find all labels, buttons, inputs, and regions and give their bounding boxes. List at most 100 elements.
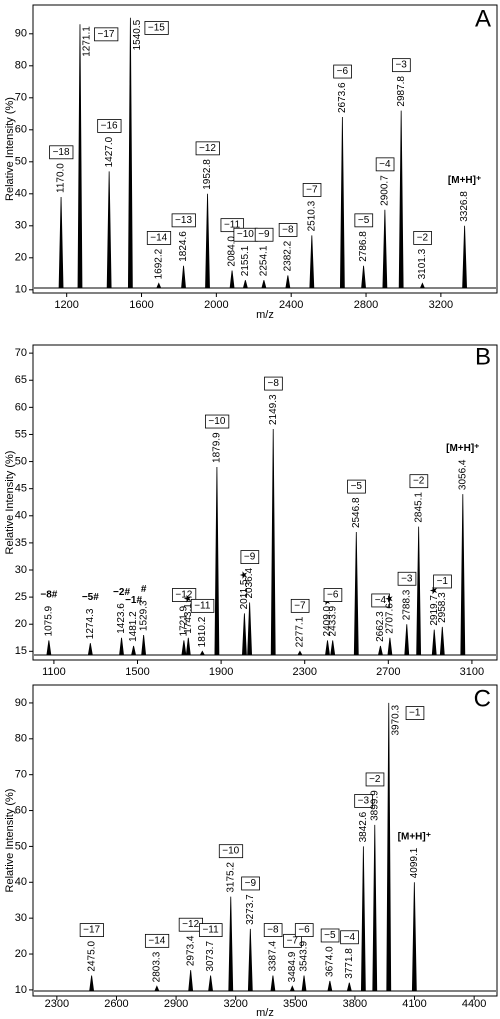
peak-mz-label: 2155.1 xyxy=(240,245,251,276)
y-tick-label: 55 xyxy=(15,428,27,440)
x-tick-label: 3200 xyxy=(223,998,247,1010)
peak-mz-label: 2475.0 xyxy=(86,941,97,972)
peak xyxy=(156,282,162,289)
ion-box xyxy=(294,923,314,938)
ion-box xyxy=(433,574,452,589)
x-tick-label: 1900 xyxy=(209,666,233,678)
peak xyxy=(404,624,410,656)
ion-label: −17 xyxy=(97,29,114,40)
ion-box xyxy=(199,923,223,938)
ion-label: # xyxy=(141,584,147,595)
peak-mz-label: 2277.1 xyxy=(295,616,306,647)
peak xyxy=(462,225,468,289)
panel-label: A xyxy=(475,5,491,32)
y-tick-label: 20 xyxy=(15,948,27,960)
peak-mz-label: 2673.6 xyxy=(337,82,348,113)
peak-mz-label: 1952.8 xyxy=(202,159,213,190)
x-tick-label: 3800 xyxy=(343,998,367,1010)
ion-label: −17 xyxy=(83,925,100,936)
peak xyxy=(377,645,383,656)
peak-mz-label: 1075.9 xyxy=(44,605,55,636)
peak xyxy=(89,975,95,992)
peak-mz-label: 3842.6 xyxy=(358,811,369,842)
x-tick-label: 2800 xyxy=(354,299,378,311)
x-axis-title: m/z xyxy=(256,1007,274,1019)
y-tick-label: 80 xyxy=(15,60,27,72)
peak-mz-label: 1743.1★ xyxy=(183,594,194,634)
ion-box xyxy=(323,588,343,602)
peak-mz-label: 2382.2 xyxy=(283,240,294,271)
peak-mz-label: 1810.2 xyxy=(197,616,208,647)
peak xyxy=(353,532,359,656)
ion-box xyxy=(413,231,432,245)
peak xyxy=(127,17,133,289)
ion-label: −9 xyxy=(244,552,256,563)
ion-box xyxy=(205,414,230,429)
peak-mz-label: 2786.8 xyxy=(358,231,369,262)
ion-label: −8 xyxy=(282,224,294,235)
peak xyxy=(382,209,388,289)
peak xyxy=(199,650,206,656)
peak-mz-label: 2973.4 xyxy=(185,935,196,966)
y-tick-label: 20 xyxy=(15,252,27,264)
y-tick-label: 20 xyxy=(15,618,27,630)
peak xyxy=(327,980,333,992)
ion-label: −14 xyxy=(148,935,165,946)
peak-mz-label: 1529.3 xyxy=(138,600,149,631)
peak-mz-label: 1481.2 xyxy=(128,611,139,642)
y-axis-title: Relative Intensity (%) xyxy=(4,451,16,555)
ion-box xyxy=(371,593,390,608)
peak-mz-label: 3326.8 xyxy=(459,191,470,222)
peak-mz-label: 1540.5 xyxy=(132,19,143,50)
ion-box xyxy=(146,231,172,245)
y-tick-label: 45 xyxy=(15,483,27,495)
ion-box xyxy=(354,794,373,808)
ion-label: [M+H]⁺ xyxy=(446,443,479,454)
peak xyxy=(181,265,186,289)
peak-mz-label: 2662.3 xyxy=(375,611,386,642)
ion-label: −7 xyxy=(306,184,318,195)
x-tick-label: 2300 xyxy=(45,998,69,1010)
ion-box xyxy=(283,933,302,948)
peak xyxy=(270,975,276,992)
ion-box xyxy=(264,376,283,391)
peak-mz-label: 2011.5★ xyxy=(239,571,250,610)
ion-box xyxy=(97,119,122,133)
peak xyxy=(208,975,214,992)
ion-label: −16 xyxy=(101,120,118,131)
peak xyxy=(439,626,445,656)
peak-mz-label: 1274.3 xyxy=(85,608,96,639)
ion-label: −4 xyxy=(344,932,356,943)
peak xyxy=(188,970,194,992)
ion-box xyxy=(49,145,74,160)
y-tick-label: 30 xyxy=(15,912,27,924)
peak xyxy=(386,702,392,992)
peak xyxy=(387,637,393,656)
x-tick-label: 1500 xyxy=(125,666,149,678)
y-tick-label: 25 xyxy=(15,591,27,603)
y-tick-label: 10 xyxy=(15,984,27,996)
peak xyxy=(185,637,191,656)
y-axis-title: Relative Intensity (%) xyxy=(4,789,16,893)
peak xyxy=(339,116,345,289)
ion-label: −2 xyxy=(417,232,429,243)
ion-label: −5 xyxy=(351,481,363,492)
y-tick-label: 70 xyxy=(15,92,27,104)
ion-label: −4 xyxy=(379,159,391,170)
panel-label: B xyxy=(475,343,491,370)
peak xyxy=(242,280,248,289)
x-axis-title: m/z xyxy=(256,309,274,321)
y-tick-label: 60 xyxy=(15,401,27,413)
ion-box xyxy=(409,474,429,489)
ion-label: −8# xyxy=(40,590,57,601)
peak-mz-label: 2987.8 xyxy=(396,76,407,107)
ion-label: −12 xyxy=(182,919,199,930)
peak xyxy=(372,824,378,992)
ion-label: −11 xyxy=(202,925,219,936)
ion-label: −15 xyxy=(148,22,165,33)
panel-label: C xyxy=(474,685,491,712)
y-tick-label: 70 xyxy=(15,347,27,359)
peak-mz-label: 1427.0 xyxy=(104,136,115,167)
ion-box xyxy=(405,706,425,720)
ion-box xyxy=(397,571,417,586)
